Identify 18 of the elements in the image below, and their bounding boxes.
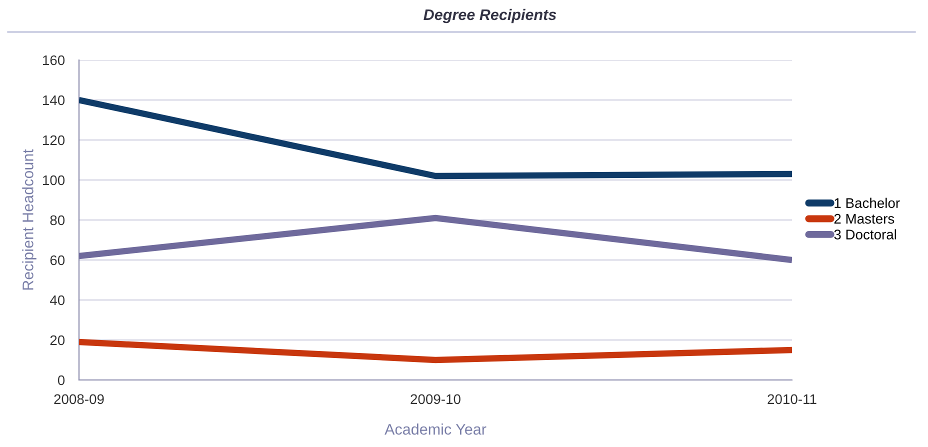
x-tick-label: 2008-09 xyxy=(54,394,104,404)
y-tick-label: 20 xyxy=(50,335,65,346)
x-tick-label: 2009-10 xyxy=(410,394,460,404)
y-tick-label: 160 xyxy=(43,55,65,66)
chart-title: Degree Recipients xyxy=(424,8,556,24)
legend-label: 3 Doctoral xyxy=(834,229,896,240)
y-tick-label: 100 xyxy=(43,175,65,186)
y-tick-label: 140 xyxy=(43,95,65,106)
legend-label: 2 Masters xyxy=(834,214,894,224)
y-axis-title: Recipient Headcount xyxy=(22,149,36,290)
y-tick-label: 80 xyxy=(50,215,65,226)
x-axis-title: Academic Year xyxy=(384,424,486,435)
x-tick-label: 2010-11 xyxy=(768,394,816,404)
legend-label: 1 Bachelor xyxy=(834,198,900,208)
y-tick-label: 120 xyxy=(43,135,65,146)
y-tick-label: 0 xyxy=(58,375,65,386)
y-tick-label: 60 xyxy=(50,255,65,266)
y-tick-label: 40 xyxy=(50,295,65,306)
